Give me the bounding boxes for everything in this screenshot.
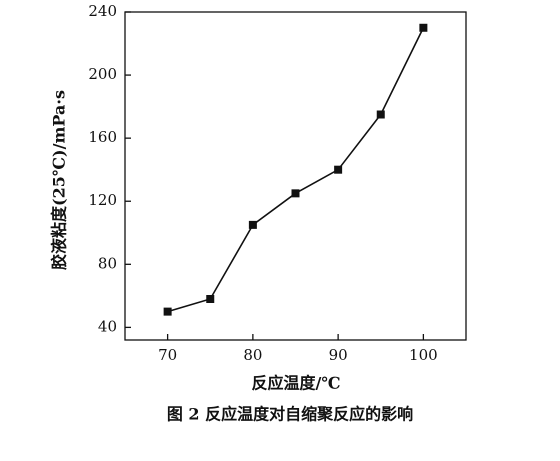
y-tick-label: 120 (88, 191, 117, 209)
data-point (248, 220, 257, 229)
y-tick-label: 160 (88, 128, 117, 146)
y-tick-label: 80 (98, 254, 117, 272)
data-point (376, 110, 385, 119)
x-axis-label: 反应温度/℃ (251, 374, 340, 393)
data-point (334, 165, 343, 174)
y-axis-label: 胶液粘度(25℃)/mPa·s (50, 90, 69, 270)
data-point (419, 23, 428, 32)
caption: 图 2 反应温度对自缩聚反应的影响 (167, 405, 413, 424)
data-line (167, 27, 425, 313)
y-tick-label: 240 (88, 2, 117, 20)
x-tick-label: 90 (329, 346, 348, 364)
x-tick-label: 70 (158, 346, 177, 364)
data-point (163, 307, 172, 316)
y-tick-label: 40 (98, 317, 117, 335)
y-tick-label: 200 (88, 65, 117, 83)
data-point (291, 189, 300, 198)
data-point (206, 295, 215, 303)
x-tick-label: 80 (243, 346, 262, 364)
x-tick-label: 100 (409, 346, 438, 364)
plot-frame (124, 11, 467, 341)
